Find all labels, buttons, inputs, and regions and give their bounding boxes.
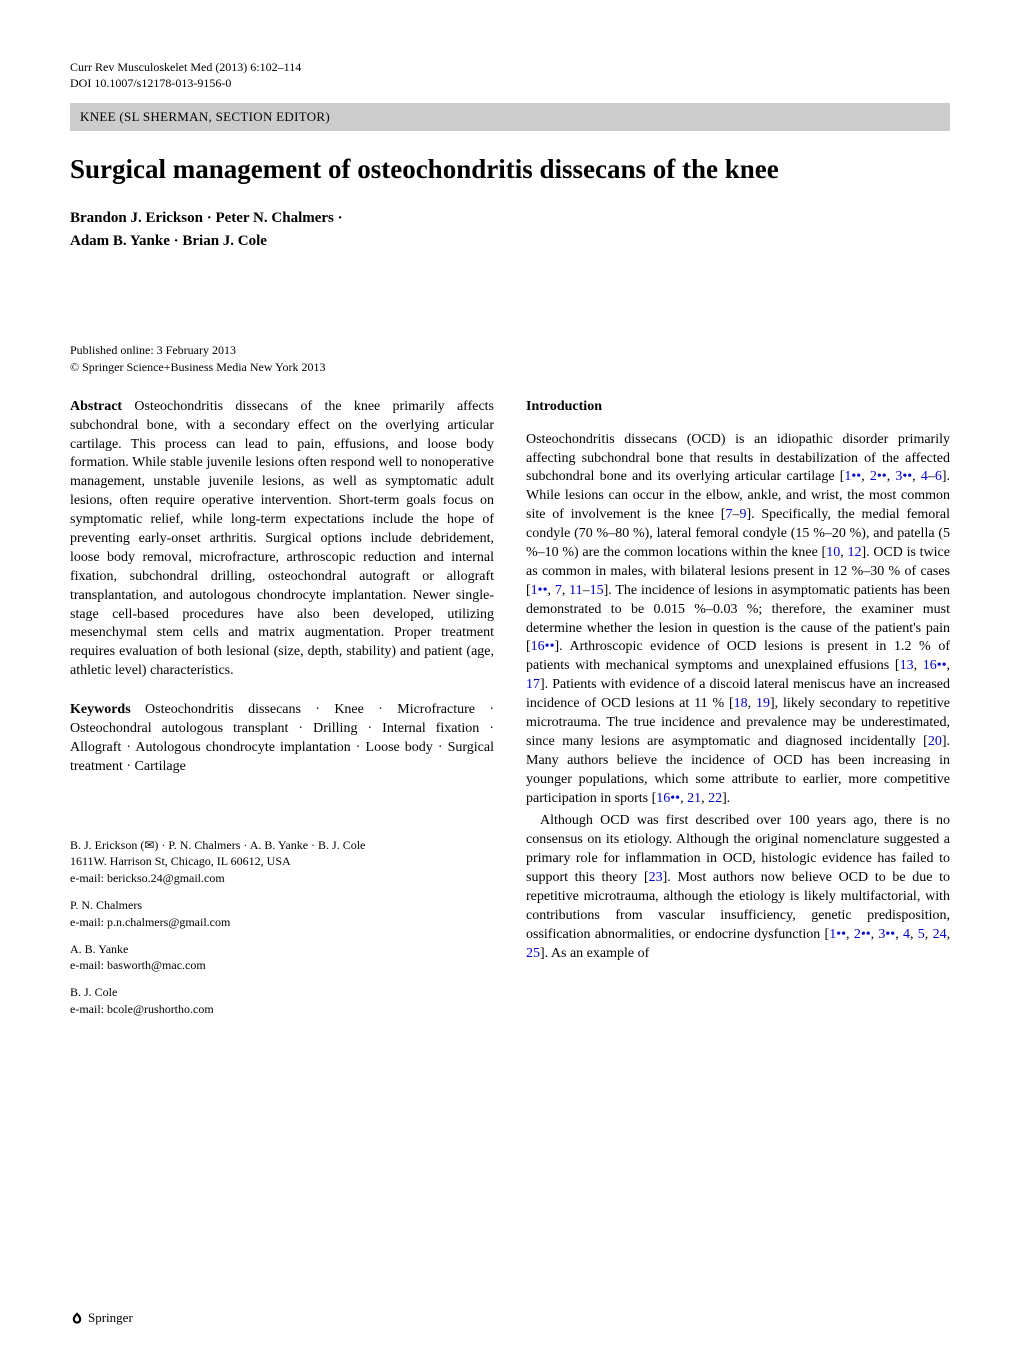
two-column-body: Abstract Osteochondritis dissecans of th…	[70, 398, 950, 1028]
publisher-name: Springer	[88, 1309, 133, 1327]
affil-email-2: e-mail: p.n.chalmers@gmail.com	[70, 914, 494, 931]
ref-link[interactable]: 4	[903, 927, 910, 942]
ref-link[interactable]: 23	[649, 870, 663, 885]
publisher-footer: Springer	[70, 1309, 133, 1327]
ref-link[interactable]: 2••	[870, 469, 887, 484]
published-online: Published online: 3 February 2013	[70, 342, 950, 359]
affiliation-group-1: B. J. Erickson (✉) · P. N. Chalmers · A.…	[70, 837, 494, 887]
ref-link[interactable]: 6	[935, 469, 942, 484]
affil-names-1: B. J. Erickson (✉) · P. N. Chalmers · A.…	[70, 837, 494, 854]
intro-paragraph-1: Osteochondritis dissecans (OCD) is an id…	[526, 431, 950, 809]
ref-link[interactable]: 20	[928, 734, 942, 749]
affil-name-3: A. B. Yanke	[70, 941, 494, 958]
ref-link[interactable]: 16••	[656, 791, 680, 806]
ref-link[interactable]: 12	[847, 545, 861, 560]
authors-line-1: Brandon J. Erickson · Peter N. Chalmers …	[70, 207, 950, 230]
section-banner: KNEE (SL SHERMAN, SECTION EDITOR)	[70, 103, 950, 131]
doi-line: DOI 10.1007/s12178-013-9156-0	[70, 76, 950, 92]
affil-email-4: e-mail: bcole@rushortho.com	[70, 1001, 494, 1018]
authors-line-2: Adam B. Yanke · Brian J. Cole	[70, 230, 950, 253]
abstract-body: Osteochondritis dissecans of the knee pr…	[70, 399, 494, 678]
affil-address-1: 1611W. Harrison St, Chicago, IL 60612, U…	[70, 853, 494, 870]
ref-link[interactable]: 1••	[531, 583, 548, 598]
ref-link[interactable]: 24	[933, 927, 947, 942]
ref-link[interactable]: 15	[590, 583, 604, 598]
ref-link[interactable]: 1••	[829, 927, 846, 942]
publication-info: Published online: 3 February 2013 © Spri…	[70, 342, 950, 376]
affil-name-2: P. N. Chalmers	[70, 897, 494, 914]
ref-link[interactable]: 7	[555, 583, 562, 598]
ref-link[interactable]: 17	[526, 677, 540, 692]
running-header: Curr Rev Musculoskelet Med (2013) 6:102–…	[70, 60, 950, 91]
abstract-paragraph: Abstract Osteochondritis dissecans of th…	[70, 398, 494, 681]
ref-link[interactable]: 5	[918, 927, 925, 942]
intro-paragraph-2: Although OCD was first described over 10…	[526, 812, 950, 963]
affiliations-block: B. J. Erickson (✉) · P. N. Chalmers · A.…	[70, 837, 494, 1018]
ref-link[interactable]: 13	[900, 658, 914, 673]
ref-link[interactable]: 3••	[878, 927, 895, 942]
right-column: Introduction Osteochondritis dissecans (…	[526, 398, 950, 1028]
affil-email-1: e-mail: berickso.24@gmail.com	[70, 870, 494, 887]
ref-link[interactable]: 10	[826, 545, 840, 560]
affil-email-3: e-mail: basworth@mac.com	[70, 957, 494, 974]
author-list: Brandon J. Erickson · Peter N. Chalmers …	[70, 207, 950, 252]
left-column: Abstract Osteochondritis dissecans of th…	[70, 398, 494, 1028]
journal-citation: Curr Rev Musculoskelet Med (2013) 6:102–…	[70, 60, 950, 76]
ref-link[interactable]: 11	[569, 583, 582, 598]
article-title: Surgical management of osteochondritis d…	[70, 153, 950, 185]
ref-link[interactable]: 3••	[895, 469, 912, 484]
ref-link[interactable]: 4	[921, 469, 928, 484]
copyright-line: © Springer Science+Business Media New Yo…	[70, 359, 950, 376]
ref-link[interactable]: 19	[756, 696, 770, 711]
introduction-heading: Introduction	[526, 399, 602, 414]
affiliation-group-3: A. B. Yanke e-mail: basworth@mac.com	[70, 941, 494, 975]
abstract-label: Abstract	[70, 399, 122, 414]
affiliation-group-2: P. N. Chalmers e-mail: p.n.chalmers@gmai…	[70, 897, 494, 931]
keywords-paragraph: Keywords Osteochondritis dissecans · Kne…	[70, 701, 494, 777]
ref-link[interactable]: 25	[526, 946, 540, 961]
keywords-label: Keywords	[70, 702, 131, 717]
ref-link[interactable]: 1••	[844, 469, 861, 484]
keywords-text: Osteochondritis dissecans · Knee · Micro…	[70, 702, 494, 774]
ref-link[interactable]: 18	[734, 696, 748, 711]
ref-link[interactable]: 2••	[854, 927, 871, 942]
affiliation-group-4: B. J. Cole e-mail: bcole@rushortho.com	[70, 984, 494, 1018]
ref-link[interactable]: 22	[708, 791, 722, 806]
ref-link[interactable]: 16••	[531, 639, 555, 654]
ref-link[interactable]: 16••	[923, 658, 947, 673]
ref-link[interactable]: 21	[687, 791, 701, 806]
affil-name-4: B. J. Cole	[70, 984, 494, 1001]
springer-icon	[70, 1311, 84, 1325]
